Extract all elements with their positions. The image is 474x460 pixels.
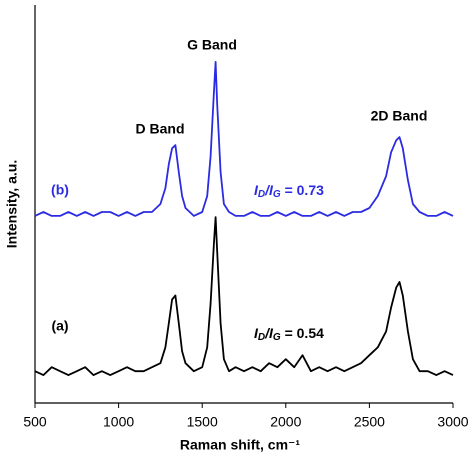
ratio-label-part: G [273,332,281,343]
ratio-label-part: I [254,182,259,198]
x-tick-label: 1500 [187,414,218,430]
ratio-label-part: G [273,189,281,200]
ratio-label-part: D [258,332,265,343]
ratio-label-part: D [258,189,265,200]
x-tick-label: 2500 [354,414,385,430]
band-label: G Band [187,37,237,53]
y-axis-label: Intensity, a.u. [4,160,20,248]
ratio-label-part: /I [264,325,274,341]
spectrum-line [34,61,454,217]
x-tick-label: 500 [23,414,47,430]
ratio-label-part: I [254,325,259,341]
ratio-label: ID/IG = 0.54 [254,325,324,343]
x-axis-label: Raman shift, cm⁻¹ [180,437,301,453]
series-label: (a) [51,318,68,334]
spectrum-line [34,216,454,376]
ratio-label-part: = 0.54 [281,325,324,341]
series-label: (b) [51,182,69,198]
band-label: 2D Band [371,108,428,124]
x-tick-label: 2000 [270,414,301,430]
ratio-label-part: = 0.73 [281,182,324,198]
ratio-label-part: /I [264,182,274,198]
ratio-label: ID/IG = 0.73 [254,182,324,200]
x-tick-label: 3000 [437,414,468,430]
x-tick-label: 1000 [103,414,134,430]
band-label: D Band [136,121,185,137]
